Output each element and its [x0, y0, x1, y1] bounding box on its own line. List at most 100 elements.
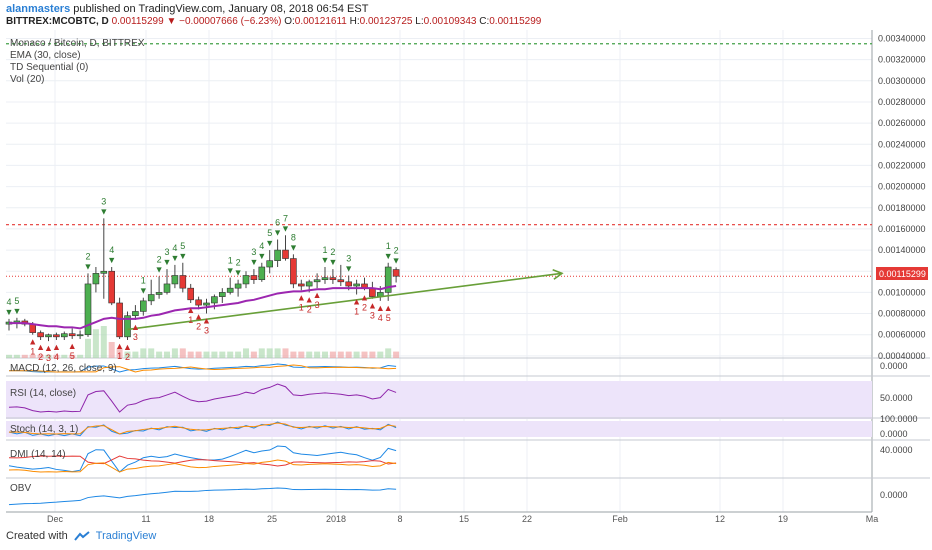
- td-up-count: 5: [267, 228, 272, 238]
- obv-label[interactable]: OBV: [10, 483, 31, 494]
- rsi-line: [8, 383, 397, 413]
- ema-polyline: [9, 285, 397, 330]
- dmi-tick: 40.0000: [880, 445, 913, 455]
- td-dn-count: 4: [54, 352, 59, 362]
- td-up-count: 2: [157, 255, 162, 265]
- price-tick-label: 0.00260000: [878, 118, 926, 128]
- td-dn-count: 3: [46, 353, 51, 363]
- volume-bar: [377, 351, 384, 358]
- candle-body: [92, 273, 100, 285]
- price-tick-label: 0.00200000: [878, 182, 926, 192]
- volume-bar: [29, 354, 36, 358]
- td-dn-count: 1: [299, 302, 304, 312]
- candle-body: [53, 334, 60, 338]
- td-up-count: 1: [228, 256, 233, 266]
- candle-body: [297, 283, 305, 287]
- td-sequential-labels: 4▼5▼2▼3▼4▼1▼2▼3▼4▼5▼ 1▼2▼3▼4▼5▼6▼7▼8▼ 1▼2▼…: [5, 196, 401, 363]
- legend-vol[interactable]: Vol (20): [10, 74, 44, 85]
- candle-body: [250, 275, 258, 281]
- rsi-tick: 50.0000: [880, 393, 913, 403]
- volume-bar: [132, 351, 139, 358]
- td-dn-arrow: ▲: [68, 341, 77, 351]
- td-up-count: 1: [386, 241, 391, 251]
- volume-bar: [219, 351, 226, 358]
- dmi-label[interactable]: DMI (14, 14): [10, 449, 66, 460]
- author-name[interactable]: alanmasters: [6, 3, 71, 15]
- td-up-arrow: ▼: [289, 242, 298, 252]
- td-dn-arrow: ▲: [360, 292, 369, 302]
- volume-bar: [116, 348, 123, 358]
- time-tick-label: 8: [397, 514, 402, 524]
- price-tag-bg: [876, 267, 928, 280]
- price-tick-label: 0.00300000: [878, 76, 926, 86]
- trend-line[interactable]: [127, 268, 564, 331]
- td-dn-count: 3: [204, 326, 209, 336]
- td-up-count: 7: [283, 213, 288, 223]
- volume-bar: [6, 354, 12, 358]
- volume-bar: [69, 354, 76, 358]
- time-tick-label: 19: [778, 514, 788, 524]
- candle-body: [234, 283, 242, 289]
- open-value: 0.00121611: [294, 16, 347, 27]
- candle-body: [282, 249, 289, 259]
- time-tick-label: 15: [459, 514, 469, 524]
- price-tick-label: 0.00280000: [878, 97, 926, 107]
- time-tick-label: 12: [715, 514, 725, 524]
- candle-body: [329, 277, 337, 281]
- td-dn-arrow: ▲: [368, 301, 377, 311]
- volume-bar: [195, 351, 202, 358]
- volume-bar: [329, 351, 336, 358]
- candle-body: [179, 275, 187, 289]
- td-up-arrow: ▼: [5, 307, 14, 317]
- last-price: 0.00115299: [111, 16, 164, 27]
- candle-body: [219, 292, 226, 297]
- candle-body: [171, 275, 179, 285]
- td-up-arrow: ▼: [170, 253, 179, 263]
- legend-td[interactable]: TD Sequential (0): [10, 62, 88, 73]
- candle-body: [100, 270, 108, 274]
- volume-bar: [187, 351, 194, 358]
- td-up-arrow: ▼: [226, 266, 235, 276]
- volume-bar: [21, 354, 28, 358]
- symbol-ohlc-line: BITTREX:MCOBTC, D 0.00115299 ▼ −0.000076…: [6, 15, 541, 28]
- candle-body: [290, 258, 297, 285]
- price-tick-label: 0.00180000: [878, 203, 926, 213]
- time-tick-label: 22: [522, 514, 532, 524]
- td-dn-arrow: ▲: [52, 342, 61, 352]
- td-dn-arrow: ▲: [384, 303, 393, 313]
- open-label: O:: [284, 16, 295, 27]
- candle-body: [321, 277, 329, 281]
- price-axis[interactable]: 0.00340000 0.00320000 0.00300000 0.00280000…: [878, 33, 926, 360]
- time-tick-label: Feb: [612, 514, 628, 524]
- td-up-count: 1: [322, 245, 327, 255]
- legend-ema[interactable]: EMA (30, close): [10, 50, 81, 61]
- td-dn-arrow: ▲: [131, 322, 140, 332]
- td-up-count: 8: [291, 232, 296, 242]
- stoch-label[interactable]: Stoch (14, 3, 1): [10, 424, 78, 435]
- volume-bar: [53, 354, 60, 358]
- volume-bar: [274, 348, 281, 358]
- volume-bar: [258, 348, 265, 358]
- close-label: C:: [479, 16, 490, 27]
- td-dn-arrow: ▲: [376, 303, 385, 313]
- volume-bar: [322, 351, 328, 358]
- price-tag: 0.00115299: [876, 267, 928, 280]
- macd-signal-line: [9, 364, 397, 373]
- rsi-label[interactable]: RSI (14, close): [10, 388, 76, 399]
- grid: [6, 30, 873, 513]
- time-tick-label: 2018: [326, 514, 346, 524]
- dmi-minus-line: [8, 455, 397, 467]
- macd-label[interactable]: MACD (12, 26, close, 9): [10, 363, 117, 374]
- td-dn-count: 2: [196, 321, 201, 331]
- td-dn-count: 2: [307, 304, 312, 314]
- obv-tick: 0.0000: [880, 490, 908, 500]
- td-up-arrow: ▼: [84, 261, 93, 271]
- time-axis[interactable]: Dec 11 18 25 2018 8 15 22 Feb 12 19 Ma: [47, 514, 878, 524]
- td-dn-arrow: ▲: [44, 343, 53, 353]
- td-up-count: 6: [275, 217, 280, 227]
- volume-bar: [385, 348, 392, 358]
- tradingview-brand[interactable]: TradingView: [95, 530, 157, 542]
- ema-line: [9, 285, 397, 330]
- volume-bar: [203, 351, 210, 358]
